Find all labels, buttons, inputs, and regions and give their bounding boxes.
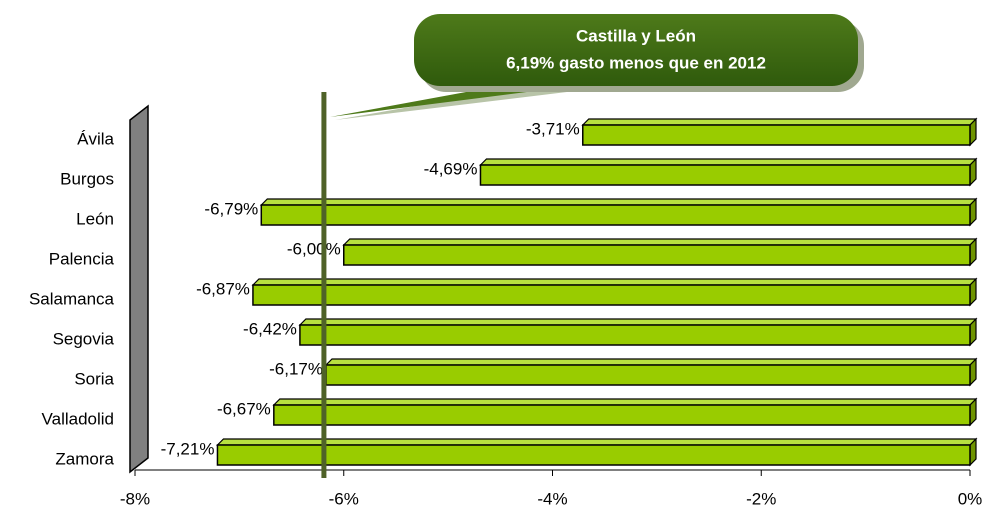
annotation-line: 6,19% gasto menos que en 2012: [506, 53, 766, 72]
data-label: -6,00%: [287, 239, 341, 258]
bar: [582, 124, 971, 146]
bar: [216, 444, 971, 466]
bar-top: [298, 318, 978, 326]
callout-tail: [330, 84, 590, 117]
y-tick-label: Burgos: [60, 169, 114, 188]
y-tick-label: Palencia: [49, 249, 115, 268]
annotation: Castilla y León 6,19% gasto menos que en…: [330, 14, 864, 120]
data-label: -3,71%: [526, 119, 580, 138]
x-tick-label: -2%: [746, 489, 776, 508]
x-tick-label: -8%: [120, 489, 150, 508]
data-label: -6,79%: [204, 199, 258, 218]
annotation-line: Castilla y León: [576, 26, 696, 45]
data-label: -6,87%: [196, 279, 250, 298]
y-tick-label: Soria: [74, 369, 114, 388]
y-tick-label: Segovia: [53, 329, 115, 348]
data-label: -6,42%: [243, 319, 297, 338]
bar: [252, 284, 971, 306]
x-tick-label: 0%: [958, 489, 983, 508]
bar-top: [272, 398, 978, 406]
bar-top: [216, 438, 978, 446]
y-tick-label: Zamora: [55, 449, 114, 468]
x-tick-label: -6%: [329, 489, 359, 508]
data-label: -6,67%: [217, 399, 271, 418]
bar: [299, 324, 971, 346]
bar: [479, 164, 971, 186]
bar-top: [342, 238, 978, 246]
data-label: -7,21%: [161, 439, 215, 458]
callout-tail-shadow: [335, 88, 600, 120]
bar-top: [251, 278, 978, 286]
y-tick-label: León: [76, 209, 114, 228]
x-tick-label: -4%: [537, 489, 567, 508]
callout-box: [414, 14, 858, 86]
data-label: -4,69%: [424, 159, 478, 178]
data-label: -6,17%: [269, 359, 323, 378]
bar: [325, 364, 971, 386]
bar-top: [259, 198, 978, 206]
bar: [260, 204, 971, 226]
y-tick-label: Salamanca: [29, 289, 115, 308]
bar-top: [324, 358, 978, 366]
y-tick-label: Ávila: [77, 129, 114, 148]
axis-wall: [129, 104, 149, 474]
bar-top: [581, 118, 978, 126]
bar-top: [479, 158, 978, 166]
y-tick-label: Valladolid: [42, 409, 114, 428]
bar: [273, 404, 971, 426]
bar: [343, 244, 971, 266]
